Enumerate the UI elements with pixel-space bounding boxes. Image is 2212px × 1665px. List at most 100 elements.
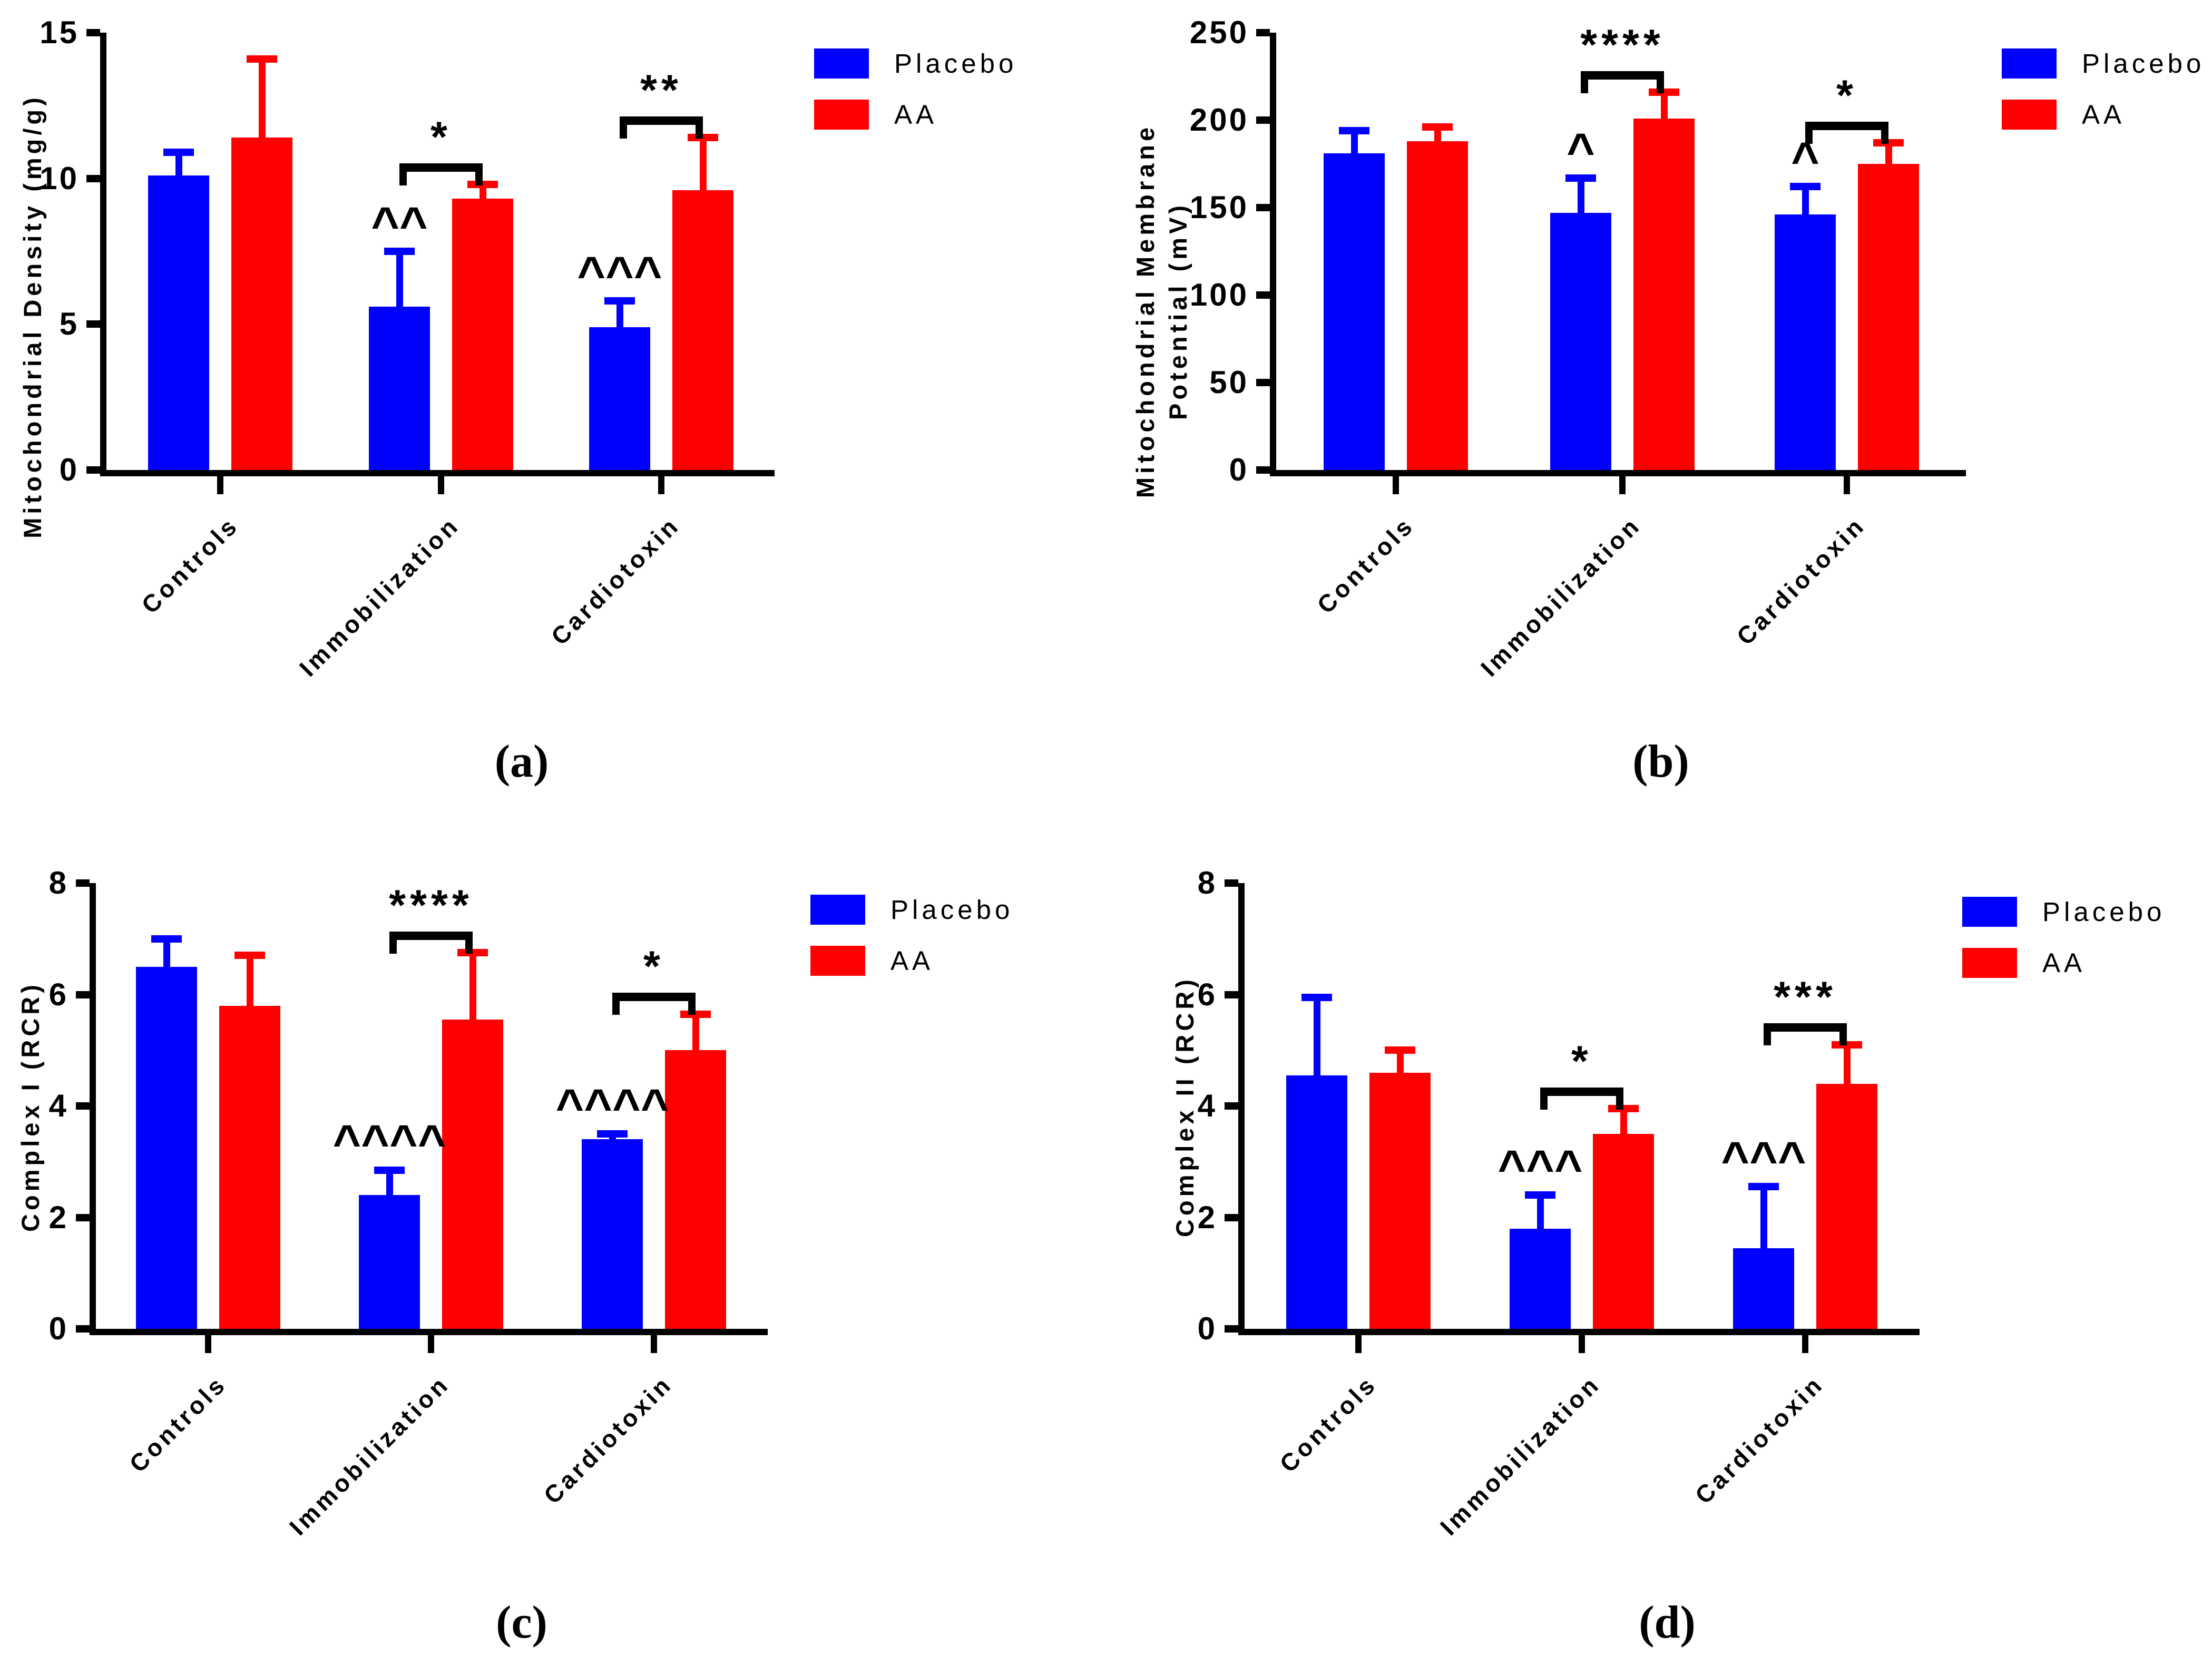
comparison-bracket-end [465, 931, 473, 954]
bar-placebo-immobilization [359, 1195, 420, 1329]
error-bar-stem [1802, 187, 1809, 228]
panel-c-complex-i-chart: 0 2 4 6 8 Controls Immobilization Cardiotoxin ^^… [0, 832, 1106, 1665]
legend-swatch-placebo [2002, 48, 2057, 79]
error-bar-cap [247, 55, 277, 63]
y-tick-label: 250 [1189, 15, 1249, 50]
error-bar-stem [1397, 1050, 1404, 1085]
bar-placebo-controls [148, 175, 209, 470]
caret-significance-annotation: ^^^^ [555, 1079, 669, 1133]
panel-a-mitochondrial-density-chart: 0 5 10 15 Controls Immobilization Cardiotoxin ^… [0, 0, 1106, 832]
error-bar-stem [386, 1170, 393, 1208]
y-tick-label: 6 [1197, 976, 1217, 1012]
y-axis-line [1270, 33, 1276, 476]
comparison-bracket-end [1805, 122, 1813, 144]
y-tick-mark [1225, 1213, 1238, 1221]
error-bar-cap [1649, 88, 1679, 96]
comparison-bracket-end [612, 992, 620, 1015]
x-axis-line [90, 1329, 768, 1335]
x-tick-mark [658, 476, 664, 494]
y-tick-mark [76, 991, 90, 998]
caret-significance-annotation: ^^^^ [332, 1115, 446, 1170]
x-tick-mark [651, 1335, 657, 1353]
x-tick-mark [1619, 476, 1626, 494]
error-bar-cap [1873, 139, 1904, 147]
x-axis-line [1270, 470, 1966, 476]
x-axis-line [100, 470, 775, 476]
y-axis-line [90, 883, 96, 1335]
comparison-bracket-end [475, 163, 483, 185]
comparison-bracket-end [620, 116, 627, 139]
comparison-bracket [389, 931, 473, 940]
x-tick-mark [1802, 1335, 1808, 1353]
bar-aa-controls [1369, 1072, 1431, 1329]
error-bar-stem [175, 152, 182, 189]
caret-significance-annotation: ^^^ [1721, 1132, 1806, 1187]
bar-placebo-immobilization [1550, 212, 1611, 470]
legend-label-aa: AA [890, 946, 934, 976]
x-category-label: Immobilization [283, 1370, 455, 1541]
y-tick-label: 0 [1197, 1311, 1217, 1346]
error-bar-cap [597, 1130, 628, 1138]
significance-stars: *** [1774, 973, 1837, 1022]
y-tick-mark [76, 879, 90, 887]
bar-aa-cardiotoxin [1816, 1083, 1877, 1329]
error-bar-stem [1314, 997, 1320, 1088]
y-axis-title-line: Complex I (RCR) [16, 981, 44, 1232]
caret-significance-annotation: ^ [1567, 124, 1595, 178]
y-tick-label: 4 [48, 1088, 68, 1123]
comparison-bracket [1540, 1087, 1623, 1096]
bar-aa-controls [1407, 141, 1468, 470]
error-bar-stem [1434, 127, 1441, 154]
significance-stars: * [1571, 1037, 1592, 1085]
comparison-bracket [399, 163, 483, 172]
x-tick-mark [1393, 476, 1399, 494]
error-bar-cap [1339, 126, 1369, 134]
bar-placebo-immobilization [1510, 1228, 1571, 1329]
error-bar-stem [692, 1014, 699, 1063]
comparison-bracket-end [1881, 122, 1888, 144]
error-bar-cap [384, 248, 415, 255]
legend-swatch-placebo [810, 895, 865, 925]
significance-stars: **** [389, 881, 473, 929]
comparison-bracket-end [1540, 1087, 1548, 1110]
error-bar-stem [259, 58, 266, 151]
y-tick-mark [1225, 991, 1238, 998]
error-bar-cap [467, 180, 498, 188]
x-tick-mark [1844, 476, 1850, 494]
y-tick-label: 2 [1197, 1199, 1217, 1235]
comparison-bracket-end [1657, 71, 1664, 94]
y-tick-mark [86, 174, 100, 182]
panel-letter-b: (b) [1632, 736, 1689, 787]
error-bar-cap [1385, 1046, 1415, 1054]
error-bar-cap [1565, 174, 1596, 182]
comparison-bracket-end [1764, 1023, 1771, 1046]
bar-aa-cardiotoxin [1858, 164, 1919, 470]
bar-placebo-controls [136, 966, 197, 1329]
legend-swatch-placebo [1962, 897, 2017, 927]
y-axis-title-line: Potential (mV) [1164, 202, 1192, 420]
bar-placebo-immobilization [369, 307, 430, 470]
comparison-bracket-end [1616, 1087, 1623, 1110]
comparison-bracket [620, 116, 703, 125]
error-bar-cap [374, 1166, 405, 1174]
bar-aa-cardiotoxin [665, 1050, 726, 1329]
error-bar-cap [1422, 123, 1453, 131]
y-tick-mark [1256, 116, 1270, 124]
x-tick-mark [205, 1335, 211, 1353]
y-tick-label: 0 [1229, 452, 1249, 487]
error-bar-cap [234, 952, 265, 959]
comparison-bracket-end [1581, 71, 1588, 94]
panel-b-membrane-potential-chart: 0 50 100 150 200 250 Controls Immobilization Car… [1106, 0, 2212, 832]
bar-aa-immobilization [452, 199, 513, 470]
y-tick-mark [1256, 29, 1270, 36]
error-bar-stem [1351, 130, 1358, 166]
error-bar-stem [247, 955, 253, 1018]
error-bar-stem [609, 1133, 616, 1152]
error-bar-stem [479, 184, 486, 212]
legend-swatch-aa [2002, 100, 2057, 130]
x-category-label: Immobilization [1434, 1370, 1606, 1541]
error-bar-cap [688, 134, 718, 142]
y-tick-mark [1225, 1102, 1238, 1110]
significance-stars: ** [640, 66, 682, 115]
legend-label-placebo: Placebo [894, 48, 1017, 79]
